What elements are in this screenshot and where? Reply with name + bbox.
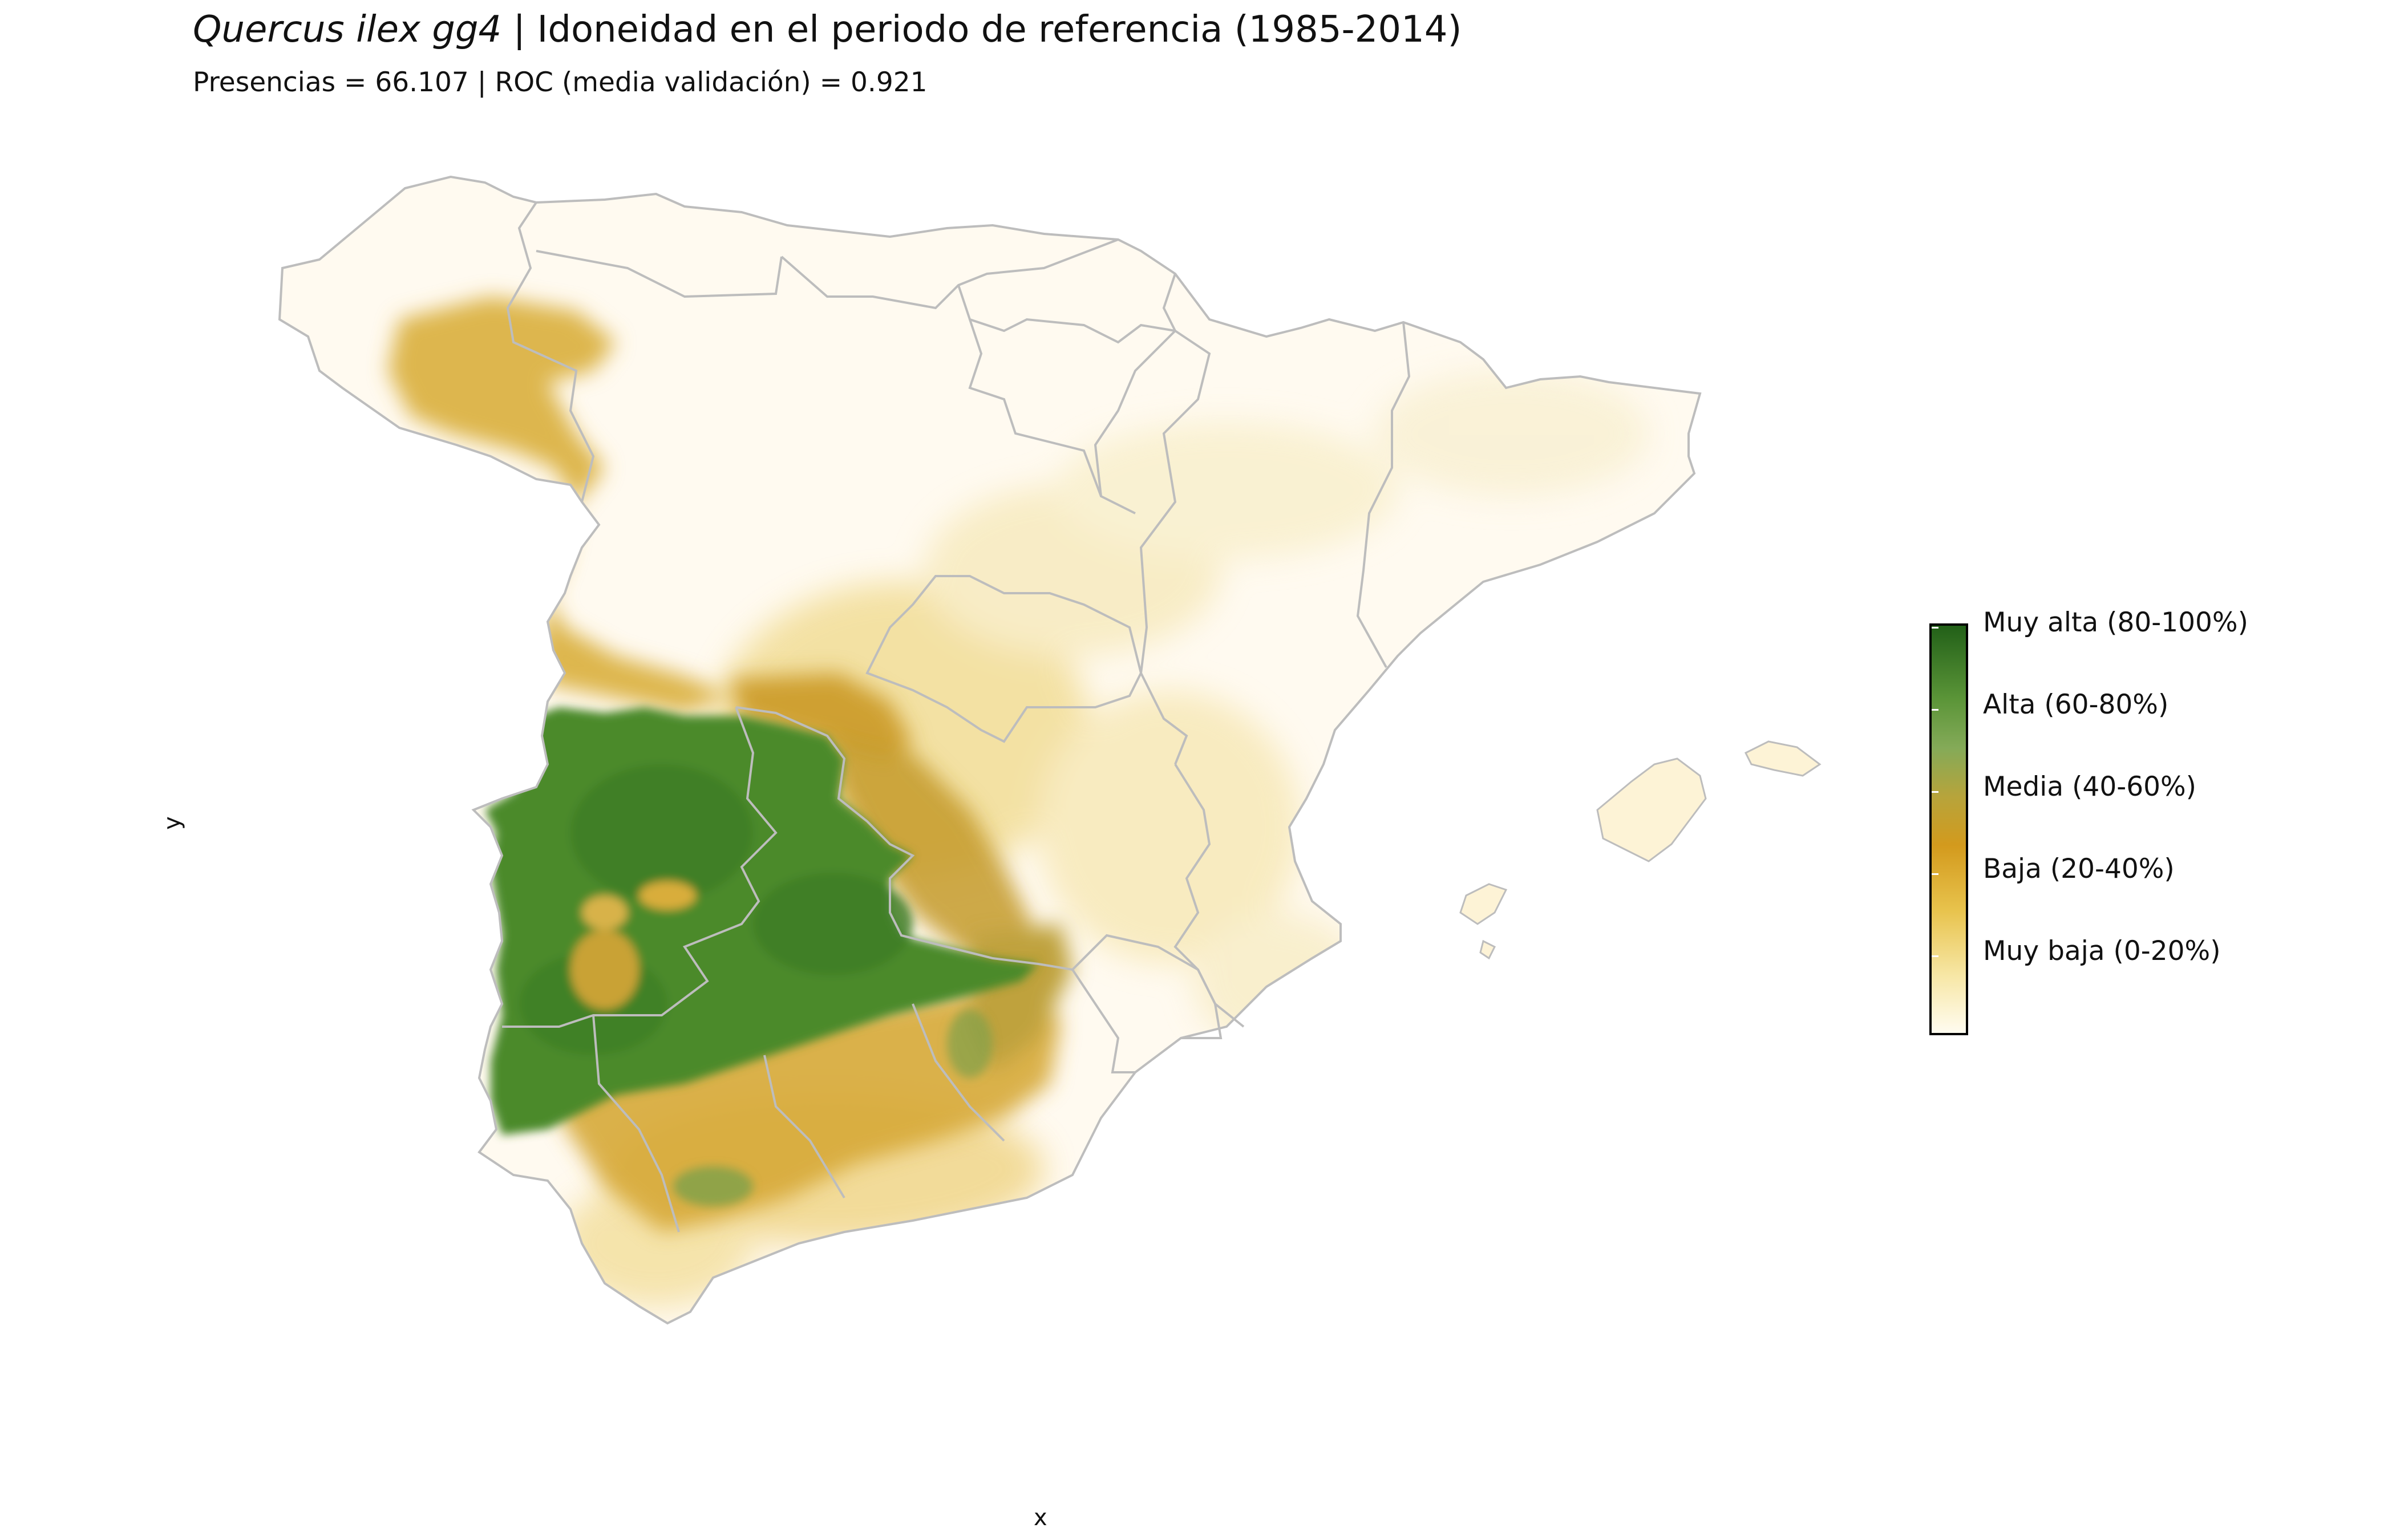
border-navarra	[1094, 273, 1177, 514]
border-valencia	[1173, 763, 1223, 1039]
legend-label-very-low: Muy baja (0-20%)	[1983, 935, 2221, 967]
border-andalucia-provinces	[592, 1003, 1005, 1233]
border-murcia	[1071, 968, 1135, 1073]
ibiza	[1459, 883, 1508, 925]
map-subtitle: Presencias = 66.107 | ROC (media validac…	[193, 67, 928, 98]
border-aragon-west	[1139, 330, 1211, 765]
suitability-raster	[388, 297, 1649, 1306]
border-castilla-leon-east	[968, 319, 1102, 497]
border-madrid	[865, 575, 1143, 743]
formentera	[1479, 939, 1496, 960]
title-text: Idoneidad en el periodo de referencia (1…	[537, 9, 1462, 51]
map-title: Quercus ilex gg4 | Idoneidad en el perio…	[193, 6, 1462, 54]
border-asturias	[536, 250, 783, 298]
legend-label-very-high: Muy alta (80-100%)	[1983, 607, 2248, 638]
legend-colorbar	[1929, 623, 1968, 1035]
mallorca	[1596, 757, 1707, 862]
legend-tick	[1932, 791, 1938, 793]
legend-tick	[1932, 627, 1938, 629]
legend-tick	[1932, 955, 1938, 957]
legend-label-medium: Media (40-60%)	[1983, 771, 2197, 803]
x-axis-label: x	[1034, 1505, 1047, 1531]
border-basque	[957, 285, 1176, 344]
border-castilla-la-mancha	[735, 706, 1245, 1028]
species-name: Quercus ilex gg4	[193, 9, 502, 51]
y-axis-label: y	[159, 816, 185, 830]
menorca	[1744, 740, 1822, 777]
border-cantabria	[780, 238, 1119, 310]
legend-label-low: Baja (20-40%)	[1983, 853, 2175, 885]
legend-tick	[1932, 709, 1938, 711]
border-galicia	[506, 201, 595, 502]
legend-tick	[1932, 873, 1938, 875]
balearic-islands	[1459, 740, 1822, 960]
legend-label-high: Alta (60-80%)	[1983, 689, 2169, 720]
title-separator: |	[501, 9, 537, 51]
region-borders	[278, 175, 1702, 1325]
border-catalonia	[1356, 322, 1411, 668]
iberian-peninsula	[278, 175, 1822, 1325]
